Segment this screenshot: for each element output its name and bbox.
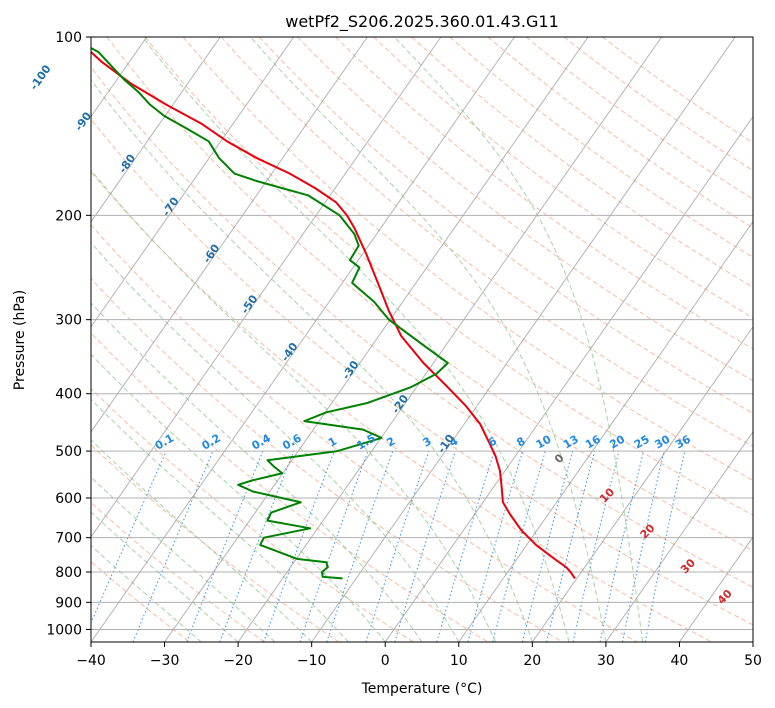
y-tick-label: 400 [55,387,82,403]
mixing-ratio-line [132,450,214,642]
mixing-ratio-line [365,450,430,642]
y-tick-label: 1000 [46,622,82,638]
moist-adiabat-line [91,544,202,642]
moist-adiabat-line [91,302,423,642]
dry-adiabat-line [335,37,753,350]
moist-adiabat-line [250,37,607,642]
chart-title: wetPf2_S206.2025.360.01.43.G11 [285,12,559,32]
dry-adiabat-line [91,171,713,642]
y-tick-label: 200 [55,208,82,224]
y-tick-label: 100 [55,30,82,46]
mixing-ratio-line [599,450,645,642]
moist-adiabat-line [91,353,386,642]
dry-adiabat-line [91,332,489,642]
moist-adiabat-line [91,398,349,642]
isotherm-line [679,536,753,642]
dry-adiabat-line [411,37,753,288]
isotherm-line [91,37,442,538]
isotherm-line [91,37,221,223]
x-tick-label: 0 [381,653,390,669]
x-tick-label: −10 [297,653,327,669]
x-tick-label: 10 [450,653,468,669]
y-tick-label: 600 [55,491,82,507]
x-tick-label: −40 [76,653,106,669]
x-axis-label: Temperature (°C) [361,681,483,697]
mixing-ratio-line [186,450,264,642]
isotherm-line [91,37,368,433]
temperature-profile-line [91,50,576,579]
mixing-ratio-line [326,450,394,642]
x-tick-label: 30 [597,653,615,669]
x-axis-ticks: −40 −30 −20 −10 0 10 20 30 40 50 [76,642,762,669]
mixing-ratio-line [219,450,295,642]
mixing-ratio-line [572,450,620,642]
mixing-ratio-line [299,450,369,642]
mixing-ratio-line [436,450,495,642]
isotherms [91,37,753,642]
dry-adiabat-line [373,37,753,319]
mixing-ratio-line [521,450,574,642]
isotherm-line [237,37,662,642]
background-lines [91,37,753,642]
x-tick-label: −20 [223,653,253,669]
isotherm-line [531,325,753,642]
dry-adiabat-line [144,37,753,516]
y-tick-label: 900 [55,595,82,611]
moist-adiabat-line [142,37,570,642]
series-layer [91,46,576,580]
moist-adiabat-line [91,79,533,642]
mixing-ratio-line [91,450,167,625]
dry-adiabat-line [91,560,190,642]
isotherm-line [164,37,589,642]
mixing-ratio-line [546,450,596,642]
isotherm-line [311,37,736,642]
mixing-ratio-line [263,450,335,642]
dry-adiabat-line [297,37,753,382]
x-tick-label: −30 [150,653,180,669]
plot-frame [90,36,754,643]
dry-adiabat-line [91,387,414,642]
y-tick-label: 300 [55,313,82,329]
isotherm-line [384,115,753,642]
y-tick-label: 800 [55,565,82,581]
mixing-ratio-line [467,450,524,642]
y-axis-label: Pressure (hPa) [12,290,28,390]
x-tick-label: 50 [744,653,762,669]
isotherm-line [458,220,753,642]
moist-adiabat-line [91,241,460,642]
y-axis-ticks: 100 200 300 400 500 600 700 800 900 1000 [46,30,91,638]
x-tick-label: 20 [523,653,541,669]
moist-adiabat-line [91,169,497,642]
moist-adiabat-line [393,37,644,642]
x-tick-label: 40 [670,653,688,669]
dry-adiabat-line [91,118,753,626]
y-tick-label: 700 [55,531,82,547]
y-tick-label: 500 [55,444,82,460]
isobar-grid [91,37,753,630]
isotherm-line [605,431,753,642]
isotherm-line [91,37,515,642]
moist-adiabat-line [91,476,276,642]
dewpoint-profile-line [91,46,449,580]
dry-adiabat-line [91,66,753,588]
